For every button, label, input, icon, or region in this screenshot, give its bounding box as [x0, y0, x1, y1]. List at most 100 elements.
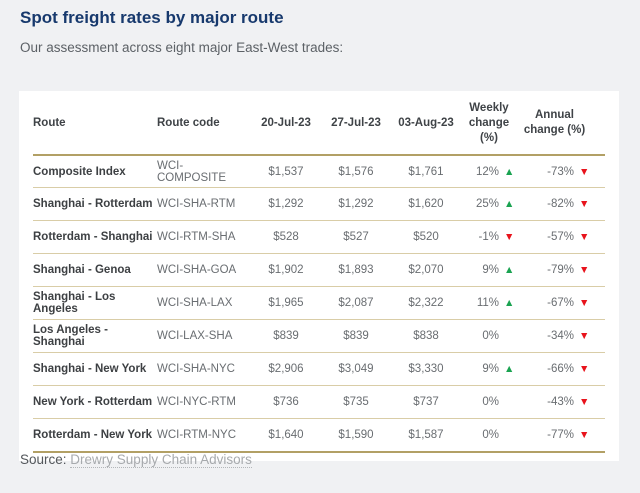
- annual-change-cell: -66% ▼: [517, 352, 605, 387]
- trend-down-icon: ▼: [504, 231, 515, 244]
- table-row: Composite Index WCI-COMPOSITE $1,537 $1,576…: [33, 154, 605, 189]
- route-code-cell: WCI-LAX-SHA: [157, 319, 251, 354]
- trend-down-icon: ▼: [579, 429, 590, 442]
- rate-cell: $1,640: [251, 418, 321, 453]
- route-code-cell: WCI-RTM-SHA: [157, 220, 251, 255]
- change-value: -66%: [547, 363, 574, 376]
- weekly-change-cell: 9% ▲: [461, 352, 517, 387]
- rate-cell: $1,576: [321, 154, 391, 189]
- trend-up-icon: ▲: [504, 198, 515, 211]
- column-header-annual-change: Annual change (%): [517, 94, 605, 156]
- route-cell: Shanghai - Rotterdam: [33, 187, 157, 222]
- change-value: -79%: [547, 264, 574, 277]
- route-cell: Los Angeles - Shanghai: [33, 319, 157, 354]
- rate-cell: $737: [391, 385, 461, 420]
- source-link[interactable]: Drewry Supply Chain Advisors: [70, 452, 252, 468]
- table-header-row: Route Route code 20-Jul-23 27-Jul-23 03-…: [33, 94, 605, 156]
- table-row: Shanghai - Los Angeles WCI-SHA-LAX $1,965 $…: [33, 286, 605, 321]
- rate-cell: $3,049: [321, 352, 391, 387]
- freight-rates-table: Route Route code 20-Jul-23 27-Jul-23 03-…: [33, 94, 605, 453]
- annual-change-cell: -57% ▼: [517, 220, 605, 255]
- change-value: -34%: [547, 330, 574, 343]
- table-row: New York - Rotterdam WCI-NYC-RTM $736 $735 $…: [33, 385, 605, 420]
- rate-cell: $1,292: [321, 187, 391, 222]
- column-header-date-3: 03-Aug-23: [391, 94, 461, 156]
- rate-cell: $1,761: [391, 154, 461, 189]
- trend-down-icon: ▼: [579, 198, 590, 211]
- rate-cell: $736: [251, 385, 321, 420]
- change-value: 12%: [475, 165, 499, 178]
- weekly-change-cell: 0%: [461, 385, 517, 420]
- change-value: -82%: [547, 198, 574, 211]
- change-value: -43%: [547, 396, 574, 409]
- rate-cell: $1,587: [391, 418, 461, 453]
- trend-down-icon: ▼: [579, 264, 590, 277]
- change-value: 9%: [482, 264, 499, 277]
- route-code-cell: WCI-SHA-RTM: [157, 187, 251, 222]
- route-cell: Shanghai - New York: [33, 352, 157, 387]
- change-value: 0%: [482, 429, 499, 442]
- route-code-cell: WCI-NYC-RTM: [157, 385, 251, 420]
- trend-down-icon: ▼: [579, 396, 590, 409]
- route-code-cell: WCI-SHA-GOA: [157, 253, 251, 288]
- trend-down-icon: ▼: [579, 165, 590, 178]
- weekly-change-cell: 25% ▲: [461, 187, 517, 222]
- column-header-date-1: 20-Jul-23: [251, 94, 321, 156]
- rate-cell: $839: [321, 319, 391, 354]
- rate-cell: $1,620: [391, 187, 461, 222]
- page-title: Spot freight rates by major route: [20, 8, 284, 27]
- table-row: Rotterdam - Shanghai WCI-RTM-SHA $528 $527 $…: [33, 220, 605, 255]
- weekly-change-cell: 12% ▲: [461, 154, 517, 189]
- annual-change-cell: -43% ▼: [517, 385, 605, 420]
- change-value: -57%: [547, 231, 574, 244]
- rate-cell: $520: [391, 220, 461, 255]
- rate-cell: $1,965: [251, 286, 321, 321]
- change-value: 0%: [482, 330, 499, 343]
- route-code-cell: WCI-SHA-LAX: [157, 286, 251, 321]
- rate-cell: $2,906: [251, 352, 321, 387]
- source-label: Source:: [20, 452, 67, 467]
- column-header-route: Route: [33, 94, 157, 156]
- weekly-change-cell: 0%: [461, 319, 517, 354]
- annual-change-cell: -67% ▼: [517, 286, 605, 321]
- annual-change-cell: -34% ▼: [517, 319, 605, 354]
- weekly-change-cell: 0%: [461, 418, 517, 453]
- change-value: 0%: [482, 396, 499, 409]
- route-cell: New York - Rotterdam: [33, 385, 157, 420]
- trend-up-icon: ▲: [504, 165, 515, 178]
- rate-cell: $1,292: [251, 187, 321, 222]
- rate-cell: $3,330: [391, 352, 461, 387]
- column-header-route-code: Route code: [157, 94, 251, 156]
- change-value: -1%: [478, 231, 499, 244]
- route-cell: Rotterdam - New York: [33, 418, 157, 453]
- trend-down-icon: ▼: [579, 231, 590, 244]
- table-row: Shanghai - Rotterdam WCI-SHA-RTM $1,292 $1,…: [33, 187, 605, 222]
- weekly-change-cell: -1% ▼: [461, 220, 517, 255]
- table-row: Shanghai - New York WCI-SHA-NYC $2,906 $3,0…: [33, 352, 605, 387]
- rate-cell: $527: [321, 220, 391, 255]
- annual-change-cell: -82% ▼: [517, 187, 605, 222]
- route-code-cell: WCI-SHA-NYC: [157, 352, 251, 387]
- route-code-cell: WCI-RTM-NYC: [157, 418, 251, 453]
- page-subtitle: Our assessment across eight major East-W…: [20, 40, 344, 55]
- rate-cell: $839: [251, 319, 321, 354]
- table-body: Composite Index WCI-COMPOSITE $1,537 $1,576…: [33, 154, 605, 453]
- change-value: -77%: [547, 429, 574, 442]
- trend-up-icon: ▲: [504, 264, 515, 277]
- rate-cell: $838: [391, 319, 461, 354]
- weekly-change-cell: 9% ▲: [461, 253, 517, 288]
- trend-up-icon: ▲: [504, 297, 515, 310]
- route-cell: Rotterdam - Shanghai: [33, 220, 157, 255]
- route-code-cell: WCI-COMPOSITE: [157, 154, 251, 189]
- column-header-weekly-change: Weekly change (%): [461, 94, 517, 156]
- rates-table-card: Route Route code 20-Jul-23 27-Jul-23 03-…: [19, 91, 619, 461]
- rate-cell: $1,537: [251, 154, 321, 189]
- annual-change-cell: -79% ▼: [517, 253, 605, 288]
- table-row: Los Angeles - Shanghai WCI-LAX-SHA $839 $83…: [33, 319, 605, 354]
- annual-change-cell: -73% ▼: [517, 154, 605, 189]
- change-value: 9%: [482, 363, 499, 376]
- rate-cell: $735: [321, 385, 391, 420]
- rate-cell: $528: [251, 220, 321, 255]
- rate-cell: $2,322: [391, 286, 461, 321]
- change-value: 25%: [475, 198, 499, 211]
